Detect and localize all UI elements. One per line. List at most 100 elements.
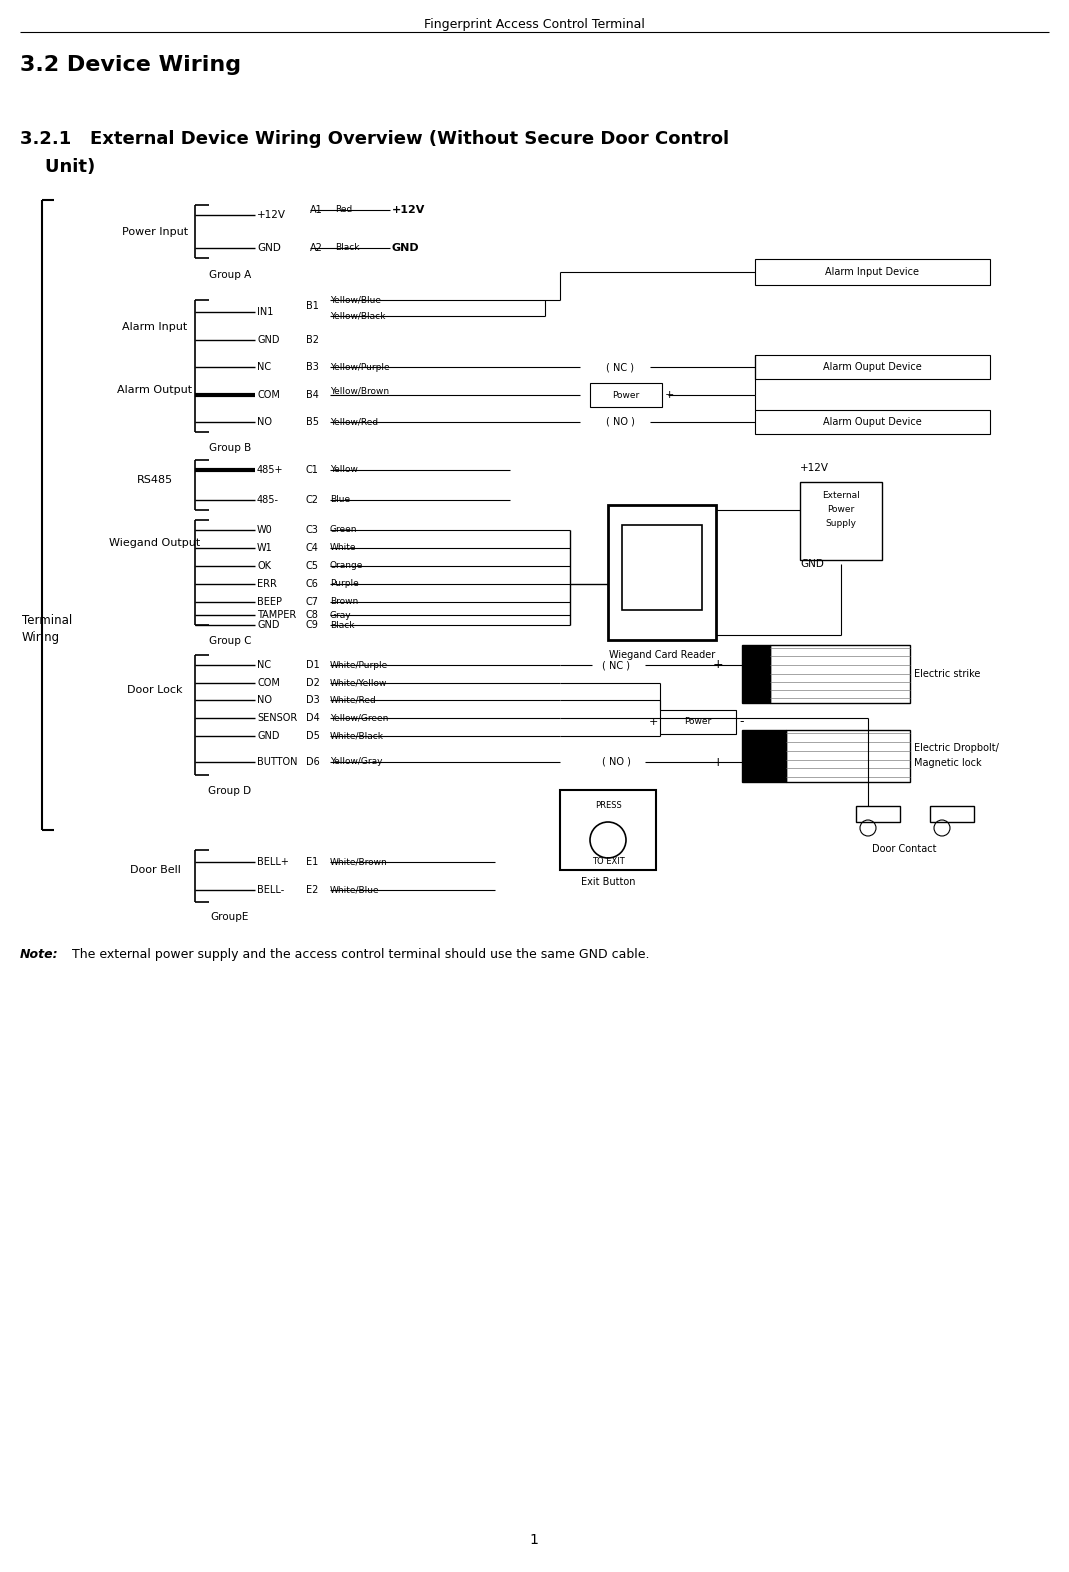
Text: B3: B3: [306, 362, 319, 373]
Text: Door Bell: Door Bell: [129, 865, 181, 876]
Text: Yellow/Black: Yellow/Black: [330, 311, 386, 321]
Text: D3: D3: [306, 695, 320, 704]
Text: SENSOR: SENSOR: [257, 714, 297, 723]
Bar: [590, 384, 662, 407]
Text: GND: GND: [257, 731, 279, 740]
Text: Gray: Gray: [330, 610, 352, 619]
Text: C2: C2: [306, 495, 319, 505]
Text: C7: C7: [306, 597, 319, 607]
Text: COM: COM: [257, 390, 280, 399]
Text: NO: NO: [257, 695, 272, 704]
Text: C4: C4: [306, 542, 319, 553]
Bar: [800, 483, 882, 560]
Bar: [770, 645, 910, 703]
Text: Power: Power: [827, 505, 854, 514]
Text: Wiegand Output: Wiegand Output: [109, 538, 201, 549]
Text: TO EXIT: TO EXIT: [591, 857, 624, 866]
Text: D2: D2: [306, 678, 320, 689]
Text: ERR: ERR: [257, 578, 277, 590]
Text: B1: B1: [306, 300, 319, 311]
Text: BUTTON: BUTTON: [257, 758, 297, 767]
Text: Unit): Unit): [20, 159, 95, 176]
Text: 3.2 Device Wiring: 3.2 Device Wiring: [20, 55, 242, 75]
Text: W0: W0: [257, 525, 273, 534]
Bar: [755, 259, 990, 285]
Text: Alarm Output: Alarm Output: [118, 385, 192, 395]
Bar: [742, 645, 770, 703]
Text: GND: GND: [257, 244, 281, 253]
Text: White: White: [330, 544, 356, 552]
Text: Black: Black: [330, 621, 355, 629]
Text: Power: Power: [613, 390, 639, 399]
Text: B5: B5: [306, 417, 319, 428]
Text: Yellow/Blue: Yellow/Blue: [330, 296, 381, 305]
Text: C8: C8: [306, 610, 319, 619]
Text: Yellow: Yellow: [330, 465, 358, 475]
Text: GND: GND: [257, 619, 279, 630]
Text: White/Yellow: White/Yellow: [330, 679, 387, 687]
Text: White/Red: White/Red: [330, 695, 376, 704]
Text: C6: C6: [306, 578, 319, 590]
Text: 3.2.1   External Device Wiring Overview (Without Secure Door Control: 3.2.1 External Device Wiring Overview (W…: [20, 130, 729, 148]
Text: B4: B4: [306, 390, 319, 399]
Text: White/Brown: White/Brown: [330, 857, 388, 866]
Text: White/Black: White/Black: [330, 731, 384, 740]
Text: Group C: Group C: [208, 637, 251, 646]
Bar: [856, 806, 900, 822]
Text: Group A: Group A: [208, 270, 251, 280]
Text: PRESS: PRESS: [594, 802, 621, 811]
Text: Alarm Input Device: Alarm Input Device: [825, 267, 919, 277]
Text: NO: NO: [257, 417, 272, 428]
Text: +12V: +12V: [392, 204, 425, 215]
Text: D4: D4: [306, 714, 320, 723]
Text: E2: E2: [306, 885, 319, 894]
Text: -: -: [574, 390, 578, 399]
Bar: [755, 355, 990, 379]
Text: 485-: 485-: [257, 495, 279, 505]
Text: B2: B2: [306, 335, 319, 344]
Text: NC: NC: [257, 660, 272, 670]
Text: Yellow/Green: Yellow/Green: [330, 714, 388, 723]
Text: Yellow/Red: Yellow/Red: [330, 418, 378, 426]
Text: 485+: 485+: [257, 465, 283, 475]
Text: Door Lock: Door Lock: [127, 685, 183, 695]
Text: Purple: Purple: [330, 580, 359, 588]
Text: Supply: Supply: [825, 519, 856, 528]
Text: 1: 1: [529, 1533, 539, 1547]
Text: Blue: Blue: [330, 495, 351, 505]
Text: Exit Button: Exit Button: [580, 877, 635, 887]
Text: Wiring: Wiring: [22, 632, 60, 645]
Text: Yellow/Gray: Yellow/Gray: [330, 758, 383, 767]
Text: OK: OK: [257, 561, 272, 571]
Bar: [742, 729, 786, 781]
Text: +: +: [665, 390, 675, 399]
Text: Orange: Orange: [330, 561, 363, 571]
Text: Magnetic lock: Magnetic lock: [914, 758, 981, 769]
Text: Red: Red: [335, 206, 353, 214]
Text: W1: W1: [257, 542, 273, 553]
Text: C3: C3: [306, 525, 319, 534]
Text: BEEP: BEEP: [257, 597, 282, 607]
Text: E1: E1: [306, 857, 319, 868]
Text: RS485: RS485: [137, 475, 173, 486]
Text: Alarm Ouput Device: Alarm Ouput Device: [823, 362, 921, 373]
Bar: [786, 729, 910, 781]
Text: ( NO ): ( NO ): [602, 758, 631, 767]
Text: ( NO ): ( NO ): [605, 417, 634, 428]
Text: Black: Black: [335, 244, 359, 253]
Text: GND: GND: [257, 335, 279, 344]
Text: GND: GND: [800, 560, 824, 569]
Text: Note:: Note:: [20, 948, 59, 960]
Text: COM: COM: [257, 678, 280, 689]
Text: Yellow/Brown: Yellow/Brown: [330, 387, 389, 396]
Text: IN1: IN1: [257, 307, 274, 318]
Text: Alarm Input: Alarm Input: [122, 322, 188, 332]
Bar: [755, 410, 990, 434]
Bar: [930, 806, 974, 822]
Text: Group B: Group B: [208, 443, 251, 453]
Text: External: External: [822, 490, 859, 500]
Text: +12V: +12V: [800, 464, 828, 473]
Text: White/Blue: White/Blue: [330, 885, 379, 894]
Text: D5: D5: [306, 731, 320, 740]
Text: -: -: [739, 715, 744, 728]
